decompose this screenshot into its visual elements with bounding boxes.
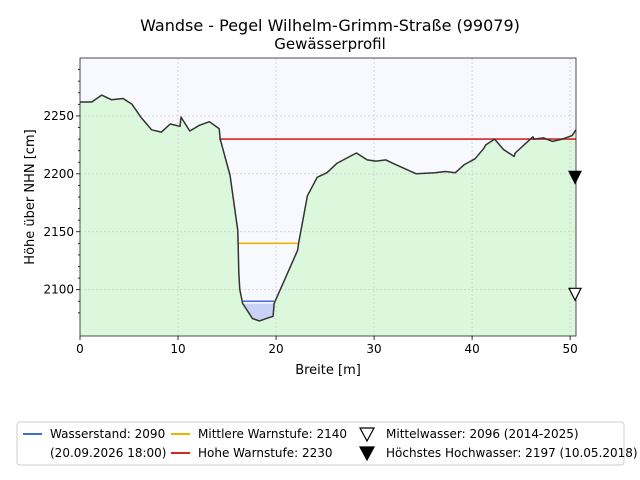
legend: Wasserstand: 2090 (20.09.2026 18:00) Mit…	[16, 421, 638, 466]
chart-title: Wandse - Pegel Wilhelm-Grimm-Straße (990…	[140, 16, 520, 35]
level-lines	[219, 138, 576, 303]
x-tick-label: 30	[366, 342, 381, 356]
legend-hochwasser-label: Höchstes Hochwasser: 2197 (10.05.2018)	[386, 446, 638, 460]
x-axis-label: Breite [m]	[295, 363, 361, 378]
axes: 0 10 20 30 40 50 2100 2150 2200 2250	[43, 69, 578, 356]
profile-line	[80, 94, 577, 322]
hochwasser-triangle-icon	[568, 170, 582, 185]
x-tick-label: 50	[562, 342, 577, 356]
y-axis-label: Höhe über NHN [cm]	[23, 129, 38, 264]
x-tick-label: 0	[76, 342, 84, 356]
mittelwasser-triangle-icon	[568, 287, 582, 302]
markers	[568, 170, 582, 302]
legend-mid-warn-label: Mittlere Warnstufe: 2140	[198, 427, 347, 441]
y-tick-label: 2100	[43, 283, 74, 297]
legend-hochwasser-icon	[358, 446, 376, 462]
legend-mittelwasser-label: Mittelwasser: 2096 (2014-2025)	[386, 427, 579, 441]
ground-area	[80, 95, 576, 336]
legend-box	[16, 421, 625, 466]
x-tick-label: 10	[170, 342, 185, 356]
legend-water-label: Wasserstand: 2090	[50, 427, 165, 441]
y-tick-label: 2150	[43, 225, 74, 239]
y-tick-label: 2200	[43, 167, 74, 181]
legend-mittelwasser-icon	[358, 427, 376, 443]
x-tick-label: 20	[268, 342, 283, 356]
legend-high-warn-label: Hohe Warnstufe: 2230	[198, 446, 333, 460]
y-tick-label: 2250	[43, 109, 74, 123]
legend-water-date: (20.09.2026 18:00)	[50, 446, 166, 460]
water-area	[242, 303, 275, 321]
x-tick-label: 40	[464, 342, 479, 356]
grid-lines	[79, 58, 576, 336]
chart-subtitle: Gewässerprofil	[274, 35, 386, 53]
